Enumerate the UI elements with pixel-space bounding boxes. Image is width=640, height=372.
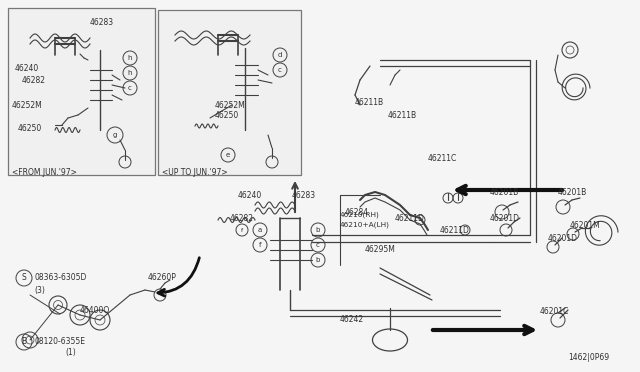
Text: 46201B: 46201B <box>490 187 519 196</box>
Text: d: d <box>278 52 282 58</box>
Text: 46283: 46283 <box>90 17 114 26</box>
Text: 46211C: 46211C <box>428 154 457 163</box>
Text: S: S <box>22 273 26 282</box>
Text: (1): (1) <box>65 349 76 357</box>
Text: b: b <box>316 227 320 233</box>
Text: 46240: 46240 <box>238 190 262 199</box>
Text: 46250: 46250 <box>215 110 239 119</box>
Text: <UP TO JUN.'97>: <UP TO JUN.'97> <box>162 167 228 176</box>
Text: 46252M: 46252M <box>215 100 246 109</box>
Text: 46211D: 46211D <box>440 225 470 234</box>
Text: 46201M: 46201M <box>570 221 601 230</box>
Text: 46201C: 46201C <box>540 308 570 317</box>
Text: 46260P: 46260P <box>148 273 177 282</box>
Text: 46211B: 46211B <box>355 97 384 106</box>
Text: 46282: 46282 <box>230 214 254 222</box>
Text: c: c <box>316 242 320 248</box>
Text: 46242: 46242 <box>340 315 364 324</box>
Text: 46201B: 46201B <box>558 187 588 196</box>
Text: 08120-6355E: 08120-6355E <box>34 337 85 346</box>
Text: e: e <box>226 152 230 158</box>
Text: 46201D: 46201D <box>548 234 578 243</box>
Bar <box>158 10 301 175</box>
Text: f: f <box>241 228 243 232</box>
Text: 46240: 46240 <box>15 64 39 73</box>
Text: 08363-6305D: 08363-6305D <box>34 273 86 282</box>
Text: 46211B: 46211B <box>388 110 417 119</box>
Text: 46211D: 46211D <box>395 214 425 222</box>
Text: h: h <box>128 55 132 61</box>
Text: 46400Q: 46400Q <box>80 305 110 314</box>
Text: f: f <box>259 242 261 248</box>
Text: b: b <box>316 257 320 263</box>
Text: (3): (3) <box>34 285 45 295</box>
Bar <box>8 8 155 175</box>
Text: 46284: 46284 <box>345 208 369 217</box>
Text: g: g <box>113 132 117 138</box>
Text: B: B <box>21 337 27 346</box>
Text: 46250: 46250 <box>18 124 42 132</box>
Text: 46295M: 46295M <box>365 246 396 254</box>
Text: 46210(RH): 46210(RH) <box>340 212 380 218</box>
Text: 46282: 46282 <box>22 76 46 84</box>
Text: c: c <box>128 85 132 91</box>
Text: 46252M: 46252M <box>12 100 43 109</box>
Text: 46283: 46283 <box>292 190 316 199</box>
Text: a: a <box>258 227 262 233</box>
Text: <FROM JUN.'97>: <FROM JUN.'97> <box>12 167 77 176</box>
Text: 46210+A(LH): 46210+A(LH) <box>340 222 390 228</box>
Text: h: h <box>128 70 132 76</box>
Text: c: c <box>278 67 282 73</box>
Text: 46201D: 46201D <box>490 214 520 222</box>
Text: 1462|0P69: 1462|0P69 <box>568 353 609 362</box>
